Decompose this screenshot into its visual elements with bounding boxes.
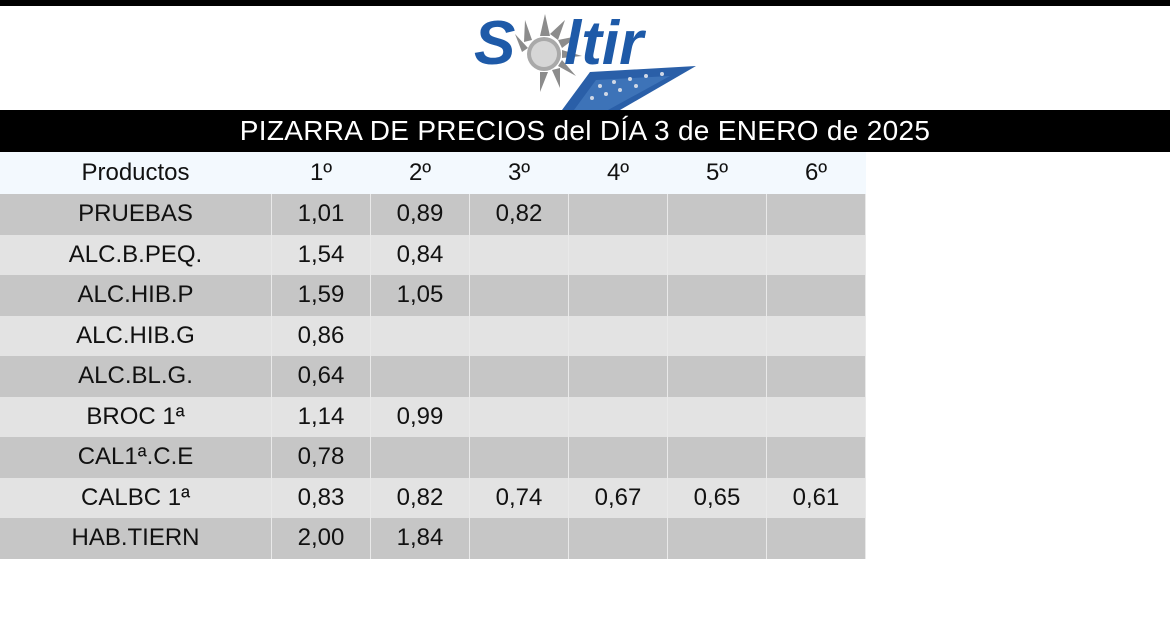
price-cell xyxy=(469,356,569,397)
header-price-1: 1º xyxy=(271,152,371,194)
price-cell xyxy=(667,234,767,275)
svg-text:ltir: ltir xyxy=(564,9,646,78)
price-cell: 0,99 xyxy=(370,396,470,437)
price-cell: 0,61 xyxy=(766,477,866,518)
price-cell xyxy=(667,275,767,316)
product-name: BROC 1ª xyxy=(0,396,272,437)
table-row: HAB.TIERN 2,00 1,84 xyxy=(0,518,866,559)
table-row: PRUEBAS 1,01 0,89 0,82 xyxy=(0,194,866,235)
soltir-logo: S ltir xyxy=(474,9,696,110)
price-cell xyxy=(370,315,470,356)
price-table: Productos 1º 2º 3º 4º 5º 6º PRUEBAS 1,01… xyxy=(0,152,866,559)
table-row: ALC.BL.G. 0,64 xyxy=(0,356,866,397)
price-cell: 0,64 xyxy=(271,356,371,397)
table-row: BROC 1ª 1,14 0,99 xyxy=(0,396,866,437)
price-cell: 0,65 xyxy=(667,477,767,518)
price-cell: 2,00 xyxy=(271,518,371,559)
top-strip xyxy=(0,0,1170,6)
price-cell xyxy=(370,356,470,397)
price-cell: 0,82 xyxy=(469,194,569,235)
price-cell xyxy=(469,437,569,478)
price-cell xyxy=(568,275,668,316)
price-cell xyxy=(568,315,668,356)
price-cell xyxy=(568,396,668,437)
price-cell: 1,84 xyxy=(370,518,470,559)
product-name: PRUEBAS xyxy=(0,194,272,235)
price-cell xyxy=(469,234,569,275)
product-name: ALC.B.PEQ. xyxy=(0,234,272,275)
price-cell xyxy=(667,396,767,437)
price-cell: 0,78 xyxy=(271,437,371,478)
header-price-3: 3º xyxy=(469,152,569,194)
header-price-6: 6º xyxy=(766,152,866,194)
header-price-5: 5º xyxy=(667,152,767,194)
price-cell xyxy=(766,356,866,397)
price-cell xyxy=(568,234,668,275)
page-title: PIZARRA DE PRECIOS del DÍA 3 de ENERO de… xyxy=(0,110,1170,152)
price-cell: 0,86 xyxy=(271,315,371,356)
product-name: HAB.TIERN xyxy=(0,518,272,559)
price-cell xyxy=(667,315,767,356)
price-cell: 1,05 xyxy=(370,275,470,316)
price-cell xyxy=(766,396,866,437)
price-cell xyxy=(568,518,668,559)
price-cell xyxy=(667,356,767,397)
price-cell: 1,14 xyxy=(271,396,371,437)
price-cell xyxy=(667,437,767,478)
table-row: CALBC 1ª 0,83 0,82 0,74 0,67 0,65 0,61 xyxy=(0,477,866,518)
header-price-2: 2º xyxy=(370,152,470,194)
product-name: CALBC 1ª xyxy=(0,477,272,518)
price-cell xyxy=(667,194,767,235)
table-row: ALC.B.PEQ. 1,54 0,84 xyxy=(0,234,866,275)
table-row: ALC.HIB.P 1,59 1,05 xyxy=(0,275,866,316)
price-cell xyxy=(766,518,866,559)
header-products: Productos xyxy=(0,152,272,194)
price-cell xyxy=(370,437,470,478)
price-cell xyxy=(469,396,569,437)
price-cell xyxy=(469,518,569,559)
table-row: CAL1ª.C.E 0,78 xyxy=(0,437,866,478)
price-cell xyxy=(766,437,866,478)
price-cell xyxy=(766,315,866,356)
price-cell xyxy=(568,356,668,397)
product-name: ALC.HIB.P xyxy=(0,275,272,316)
svg-text:S: S xyxy=(474,9,515,78)
price-cell xyxy=(766,275,866,316)
price-cell: 0,89 xyxy=(370,194,470,235)
price-cell: 0,84 xyxy=(370,234,470,275)
price-cell xyxy=(568,194,668,235)
price-cell xyxy=(469,315,569,356)
table-header-row: Productos 1º 2º 3º 4º 5º 6º xyxy=(0,152,866,194)
product-name: CAL1ª.C.E xyxy=(0,437,272,478)
price-cell xyxy=(766,234,866,275)
price-cell xyxy=(469,275,569,316)
price-cell: 0,83 xyxy=(271,477,371,518)
product-name: ALC.HIB.G xyxy=(0,315,272,356)
price-cell: 1,54 xyxy=(271,234,371,275)
price-cell: 0,74 xyxy=(469,477,569,518)
price-cell: 1,01 xyxy=(271,194,371,235)
product-name: ALC.BL.G. xyxy=(0,356,272,397)
price-cell xyxy=(766,194,866,235)
header-price-4: 4º xyxy=(568,152,668,194)
table-row: ALC.HIB.G 0,86 xyxy=(0,315,866,356)
price-cell: 0,82 xyxy=(370,477,470,518)
price-cell xyxy=(568,437,668,478)
price-cell xyxy=(667,518,767,559)
price-cell: 1,59 xyxy=(271,275,371,316)
price-cell: 0,67 xyxy=(568,477,668,518)
